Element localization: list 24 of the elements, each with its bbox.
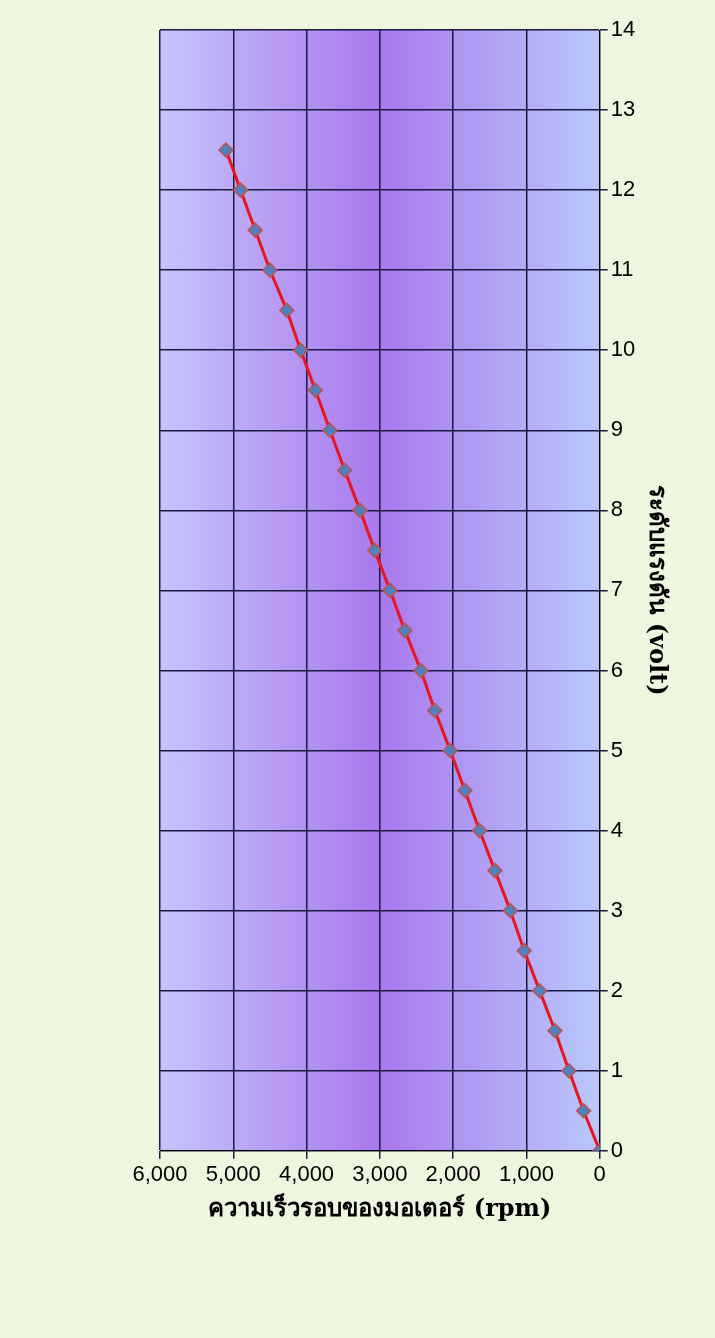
y-tick-label: 14 — [610, 16, 636, 42]
x-tick-label: 4,000 — [279, 1161, 335, 1187]
x-tick-label: 0 — [593, 1161, 606, 1187]
y-tick-label: 11 — [610, 256, 634, 282]
y-tick-label: 7 — [610, 576, 623, 602]
y-tick-label: 2 — [610, 976, 623, 1002]
y-tick-label: 13 — [610, 96, 636, 122]
y-tick-label: 4 — [610, 816, 623, 842]
y-tick-label: 0 — [610, 1136, 623, 1162]
x-tick-label: 5,000 — [205, 1161, 261, 1187]
y-tick-label: 6 — [610, 656, 623, 682]
x-tick-label: 6,000 — [132, 1161, 188, 1187]
x-tick-label: 3,000 — [352, 1161, 408, 1187]
y-tick-label: 10 — [610, 336, 636, 362]
x-axis-title: ความเร็วรอบของมอเตอร์ (rpm) — [208, 1192, 552, 1222]
y-tick-label: 8 — [610, 496, 623, 522]
x-tick-label: 1,000 — [498, 1161, 554, 1187]
y-tick-label: 9 — [610, 416, 623, 442]
y-tick-label: 12 — [610, 176, 636, 202]
x-tick-label: 2,000 — [425, 1161, 481, 1187]
y-tick-label: 5 — [610, 736, 623, 762]
y-tick-label: 1 — [610, 1056, 623, 1082]
y-axis-title: ระดับแรงดัน (volt) — [644, 485, 674, 696]
y-tick-label: 3 — [610, 896, 623, 922]
